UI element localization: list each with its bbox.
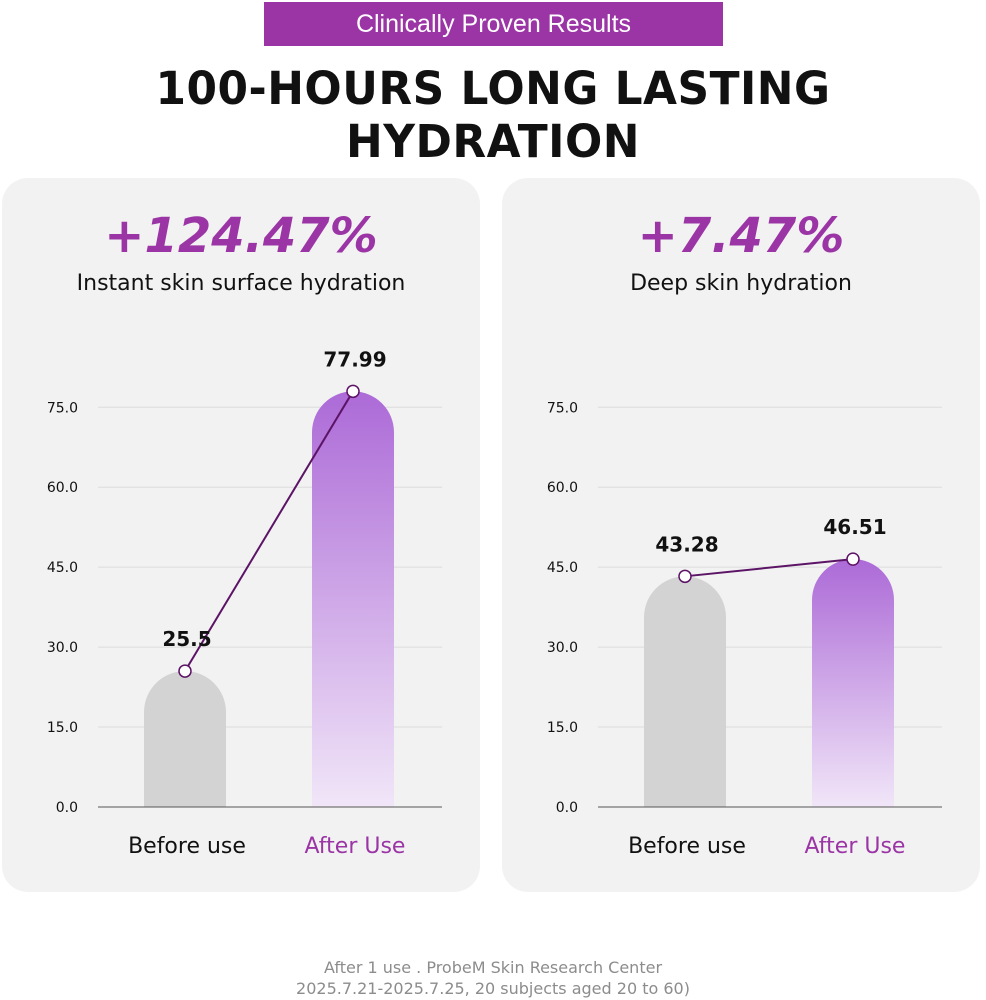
y-tick-label: 15.0 (547, 720, 578, 736)
y-tick-label: 30.0 (547, 640, 578, 656)
chart-card-deep-hydration: +7.47% Deep skin hydration 0.0 15.0 30.0 45… (502, 178, 980, 892)
connector-line (184, 390, 354, 672)
data-point-marker (178, 664, 192, 678)
bar-after-use (812, 559, 894, 807)
category-label: After Use (305, 834, 406, 859)
y-tick-label: 60.0 (547, 480, 578, 496)
chart-surface-hydration: 0.0 15.0 30.0 45.0 60.0 75.0 25.5 77.99 Before u… (47, 347, 442, 859)
clinically-proven-badge: Clinically Proven Results (264, 2, 723, 46)
connector-line (684, 558, 854, 578)
y-tick-label: 45.0 (47, 560, 78, 576)
bar-after-use (312, 391, 394, 807)
data-point-marker (846, 552, 860, 566)
data-point-marker (346, 384, 360, 399)
chart-subtitle: Deep skin hydration (630, 271, 852, 296)
percent-increase: +124.47% (104, 208, 378, 264)
y-tick-label: 75.0 (47, 400, 78, 416)
footnote-line-2: 2025.7.21-2025.7.25, 20 subjects aged 20… (296, 979, 690, 998)
category-label: After Use (805, 834, 906, 859)
chart-subtitle: Instant skin surface hydration (76, 271, 406, 296)
y-tick-label: 75.0 (547, 400, 578, 416)
bar-before-use (144, 671, 226, 807)
percent-increase: +7.47% (637, 208, 845, 264)
page-headline: 100-HOURS LONG LASTING HYDRATION (155, 62, 831, 168)
category-label: Before use (128, 834, 246, 859)
value-label: 43.28 (655, 532, 718, 556)
data-point-marker (678, 569, 692, 584)
study-footnote: After 1 use . ProbeM Skin Research Cente… (0, 957, 986, 999)
y-tick-label: 45.0 (547, 560, 578, 576)
y-tick-label: 30.0 (47, 640, 78, 656)
value-label: 46.51 (823, 515, 886, 539)
value-label: 77.99 (323, 347, 386, 371)
y-tick-label: 0.0 (556, 800, 578, 816)
footnote-line-1: After 1 use . ProbeM Skin Research Cente… (323, 958, 663, 977)
category-label: Before use (628, 834, 746, 859)
y-tick-label: 0.0 (56, 800, 78, 816)
chart-deep-hydration: 0.0 15.0 30.0 45.0 60.0 75.0 43.28 46.51 Before … (547, 400, 942, 859)
chart-card-surface-hydration: +124.47% Instant skin surface hydration … (2, 178, 480, 892)
y-tick-label: 15.0 (47, 720, 78, 736)
value-label: 25.5 (162, 627, 211, 651)
bar-before-use (644, 576, 726, 807)
y-tick-label: 60.0 (47, 480, 78, 496)
